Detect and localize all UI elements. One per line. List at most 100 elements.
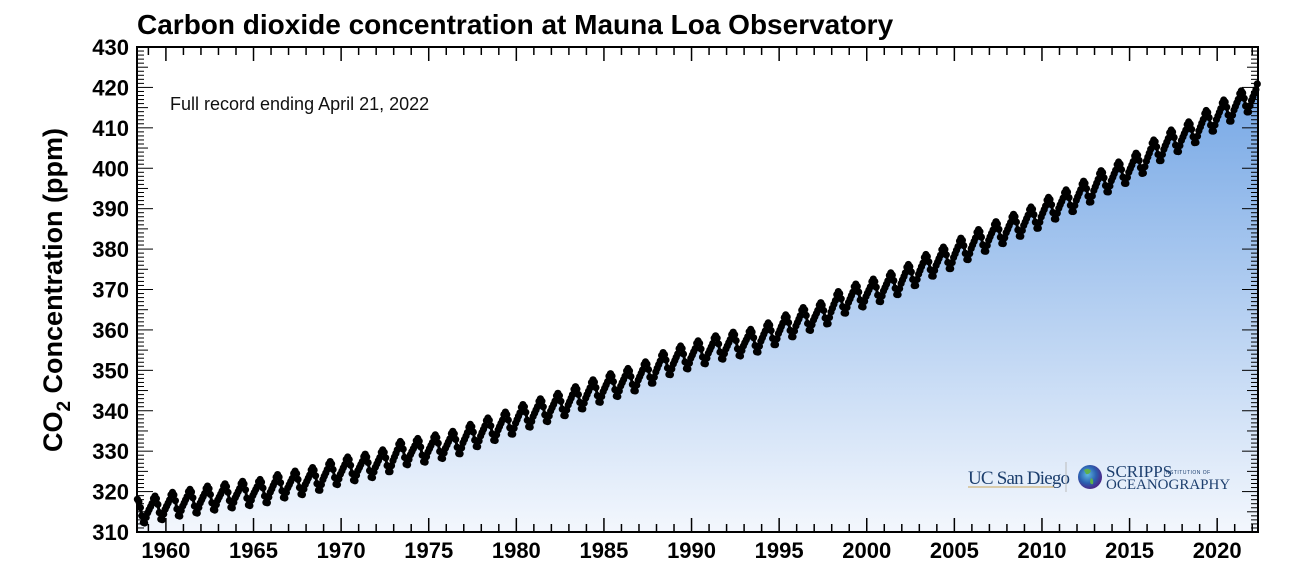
data-point [386,468,394,476]
data-point [890,277,898,285]
data-point [942,251,950,259]
data-point [579,405,587,413]
scripps-logo-line2: OCEANOGRAPHY [1106,477,1230,493]
data-point [1065,194,1073,202]
data-point [947,265,955,273]
data-point [907,268,915,276]
data-point [614,392,622,401]
data-point [954,243,962,251]
data-point [485,416,493,424]
data-point [450,430,458,438]
data-point [660,351,669,359]
data-point [206,490,214,499]
data-point [170,491,178,499]
data-point [820,306,828,315]
data-point [1116,160,1124,168]
data-point [364,459,372,467]
data-point [609,378,618,386]
data-point [310,466,318,474]
data-point [1223,103,1231,111]
data-point [555,392,564,400]
data-point [754,348,762,356]
data-point [849,288,857,296]
data-point [1157,157,1165,165]
data-point [263,499,271,507]
data-point [520,403,529,411]
data-point [439,454,447,463]
data-point [1139,169,1147,177]
data-point [574,390,583,399]
data-point [468,423,476,431]
data-point [228,504,236,512]
data-point [1188,125,1196,133]
data-point [837,295,845,303]
data-point [368,474,377,482]
data-point [561,412,569,420]
x-tick-label: 2005 [930,538,979,563]
data-point [351,477,359,485]
ucsd-logo-text: UC San Diego [968,468,1070,489]
data-point [294,475,302,483]
data-point [1147,145,1155,153]
data-point [831,296,840,305]
data-point [995,225,1003,233]
data-point [504,416,512,424]
data-point [796,312,804,320]
y-tick-label: 420 [92,75,129,100]
data-point [766,321,774,329]
data-point [1122,179,1130,187]
data-point [1034,224,1042,232]
data-point [509,430,517,438]
data-point [328,460,336,468]
data-point [1069,207,1077,216]
plot-frame [136,46,1259,533]
data-point [644,365,653,374]
data-point [1100,174,1108,182]
data-point [1240,94,1248,102]
data-point [592,384,600,392]
data-point [666,371,675,379]
data-point [731,331,739,339]
y-tick-label: 360 [92,318,129,343]
y-tick-label: 430 [92,35,129,60]
data-point [1024,211,1032,219]
data-point [393,446,401,454]
data-point [516,409,524,417]
data-point [1169,128,1177,136]
data-point [380,448,388,456]
data-point [767,326,775,335]
data-point [1063,188,1072,196]
data-point [789,333,797,341]
data-point [187,488,196,496]
data-point [522,408,530,416]
data-point [608,372,616,380]
x-tick-label: 1960 [141,538,190,563]
globe-icon [1078,465,1102,489]
data-point [771,341,780,349]
data-point [398,439,406,448]
data-point [481,422,489,430]
data-point [1205,113,1213,122]
data-point [736,352,745,360]
data-point [901,269,910,277]
data-point [1245,108,1253,116]
data-point [257,478,266,486]
data-point [345,455,353,464]
data-point [960,242,968,250]
data-point [631,387,639,395]
data-point [1011,212,1019,221]
data-point [679,350,688,358]
data-point [936,251,945,259]
data-point [1104,188,1112,196]
data-point [825,313,834,321]
data-point [474,443,482,451]
data-point [316,486,324,494]
y-axis-label: CO2 Concentration (ppm) [38,128,75,452]
x-tick-label: 1985 [579,538,628,563]
data-point [538,397,546,405]
data-point [884,277,892,285]
data-point [1028,205,1037,213]
data-point [993,220,1002,228]
data-point [1234,95,1242,103]
data-points [133,80,1261,527]
